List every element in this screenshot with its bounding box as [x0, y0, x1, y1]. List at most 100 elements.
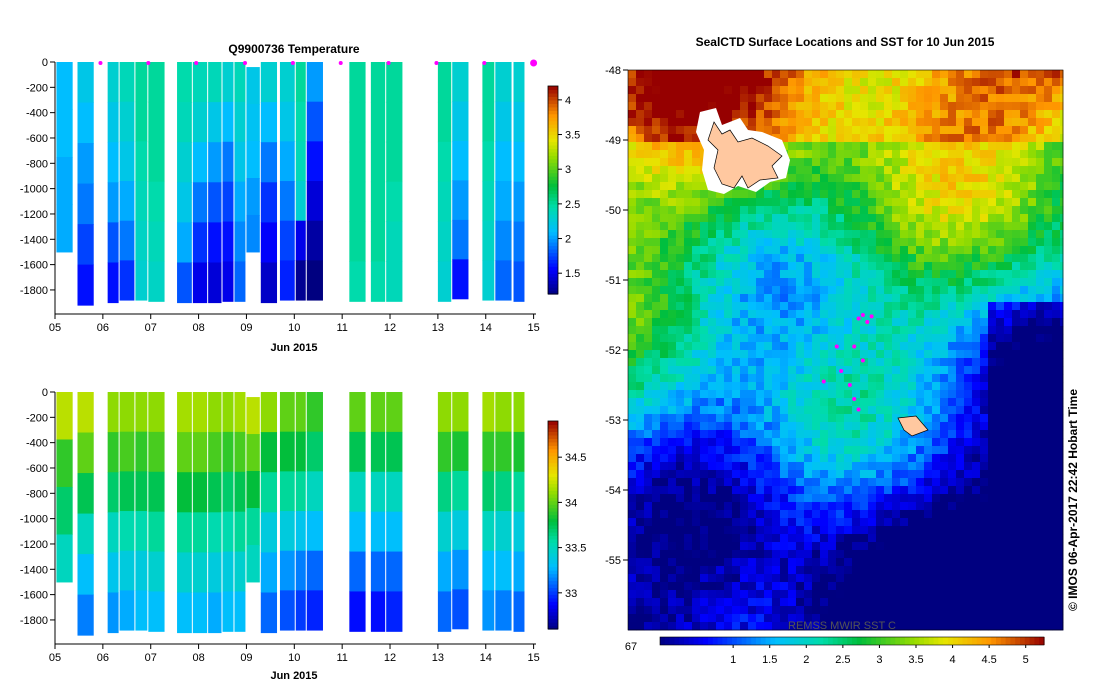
sst-cell: [940, 270, 949, 279]
temperature-colorbar: 1.522.533.54: [547, 85, 580, 295]
sst-cell: [796, 150, 805, 159]
sst-cell: [652, 198, 661, 207]
sst-cell: [828, 182, 837, 191]
sst-cell: [948, 326, 957, 335]
sst-cell: [1044, 414, 1053, 423]
sst-cell: [644, 254, 653, 263]
sst-cell: [788, 398, 797, 407]
sst-cell: [980, 222, 989, 231]
sst-cell: [948, 398, 957, 407]
sst-cell: [652, 502, 661, 511]
sst-cell: [844, 470, 853, 479]
sst-cell: [964, 102, 973, 111]
sst-cell: [900, 158, 909, 167]
sst-cell: [668, 590, 677, 599]
sst-cell: [772, 318, 781, 327]
sst-cell: [900, 86, 909, 95]
sst-cell: [852, 166, 861, 175]
sst-cell: [636, 206, 645, 215]
sst-cell: [716, 598, 725, 607]
sst-cell: [1052, 302, 1061, 311]
sst-cell: [700, 574, 709, 583]
sst-cell: [732, 358, 741, 367]
sst-cell: [1020, 542, 1029, 551]
sst-cell: [676, 478, 685, 487]
sst-cell: [732, 462, 741, 471]
sst-cell: [764, 550, 773, 559]
sst-cell: [692, 158, 701, 167]
x-tick-label: 11: [336, 652, 347, 664]
sst-cell: [756, 238, 765, 247]
sst-colorbar: 11.522.533.544.5567686970717273747576: [625, 636, 1045, 666]
colorbar-band: [548, 113, 558, 118]
sst-cell: [1028, 494, 1037, 503]
sst-cell: [1020, 366, 1029, 375]
sst-cell: [788, 438, 797, 447]
sst-cell: [932, 414, 941, 423]
sst-cell: [980, 134, 989, 143]
sst-cell: [820, 606, 829, 615]
sst-cell: [884, 230, 893, 239]
sst-cell: [788, 166, 797, 175]
sst-cell: [1004, 198, 1013, 207]
profile-cell: [56, 486, 73, 535]
sst-cell: [812, 478, 821, 487]
profile-cell: [452, 589, 469, 630]
sst-cell: [684, 70, 693, 79]
sst-cell: [972, 422, 981, 431]
salinity-panel: 0-200-400-600-800-1000-1200-1400-1600-18…: [20, 387, 587, 682]
sst-cell: [628, 534, 637, 543]
sst-cell: [940, 150, 949, 159]
sst-cell: [1036, 126, 1045, 135]
sst-cell: [908, 278, 917, 287]
sst-cell: [828, 142, 837, 151]
profile-cell: [513, 591, 525, 632]
sst-cell: [916, 606, 925, 615]
sst-cell: [684, 582, 693, 591]
sst-cell: [812, 358, 821, 367]
sst-cell: [1044, 358, 1053, 367]
sst-cell: [636, 246, 645, 255]
colorbar-band: [660, 637, 666, 645]
sst-cell: [932, 614, 941, 623]
sst-cell: [868, 430, 877, 439]
sst-cell: [972, 70, 981, 79]
sst-cell: [844, 446, 853, 455]
profile-cell: [452, 470, 469, 511]
sst-cell: [660, 382, 669, 391]
sst-cell: [996, 454, 1005, 463]
sst-cell: [860, 438, 869, 447]
sst-cell: [796, 398, 805, 407]
sst-cell: [628, 206, 637, 215]
sst-cell: [660, 478, 669, 487]
sst-cell: [876, 454, 885, 463]
sst-cell: [860, 126, 869, 135]
sst-cell: [644, 582, 653, 591]
sst-cell: [1060, 510, 1064, 519]
sst-cell: [972, 294, 981, 303]
colorbar-band: [548, 266, 558, 271]
sst-cell: [628, 342, 637, 351]
sst-cell: [932, 550, 941, 559]
sst-map-axes: -48-49-50-51-52-53-54-55: [605, 65, 1064, 631]
sst-cell: [788, 590, 797, 599]
sst-cell: [900, 318, 909, 327]
sst-cell: [708, 598, 717, 607]
colorbar-band: [943, 637, 949, 645]
sst-cell: [724, 310, 733, 319]
sst-cell: [884, 174, 893, 183]
sst-cell: [860, 574, 869, 583]
profile-cell: [148, 221, 165, 262]
sst-cell: [1036, 78, 1045, 87]
colorbar-tick-label: 1.5: [565, 268, 580, 280]
profile-cell: [107, 592, 119, 634]
sst-cell: [924, 518, 933, 527]
sst-cell: [860, 198, 869, 207]
sst-cell: [1060, 430, 1064, 439]
sst-cell: [660, 254, 669, 263]
sst-cell: [1028, 590, 1037, 599]
sst-cell: [684, 302, 693, 311]
colorbar-band: [548, 431, 558, 436]
sst-cell: [844, 454, 853, 463]
sst-cell: [644, 86, 653, 95]
